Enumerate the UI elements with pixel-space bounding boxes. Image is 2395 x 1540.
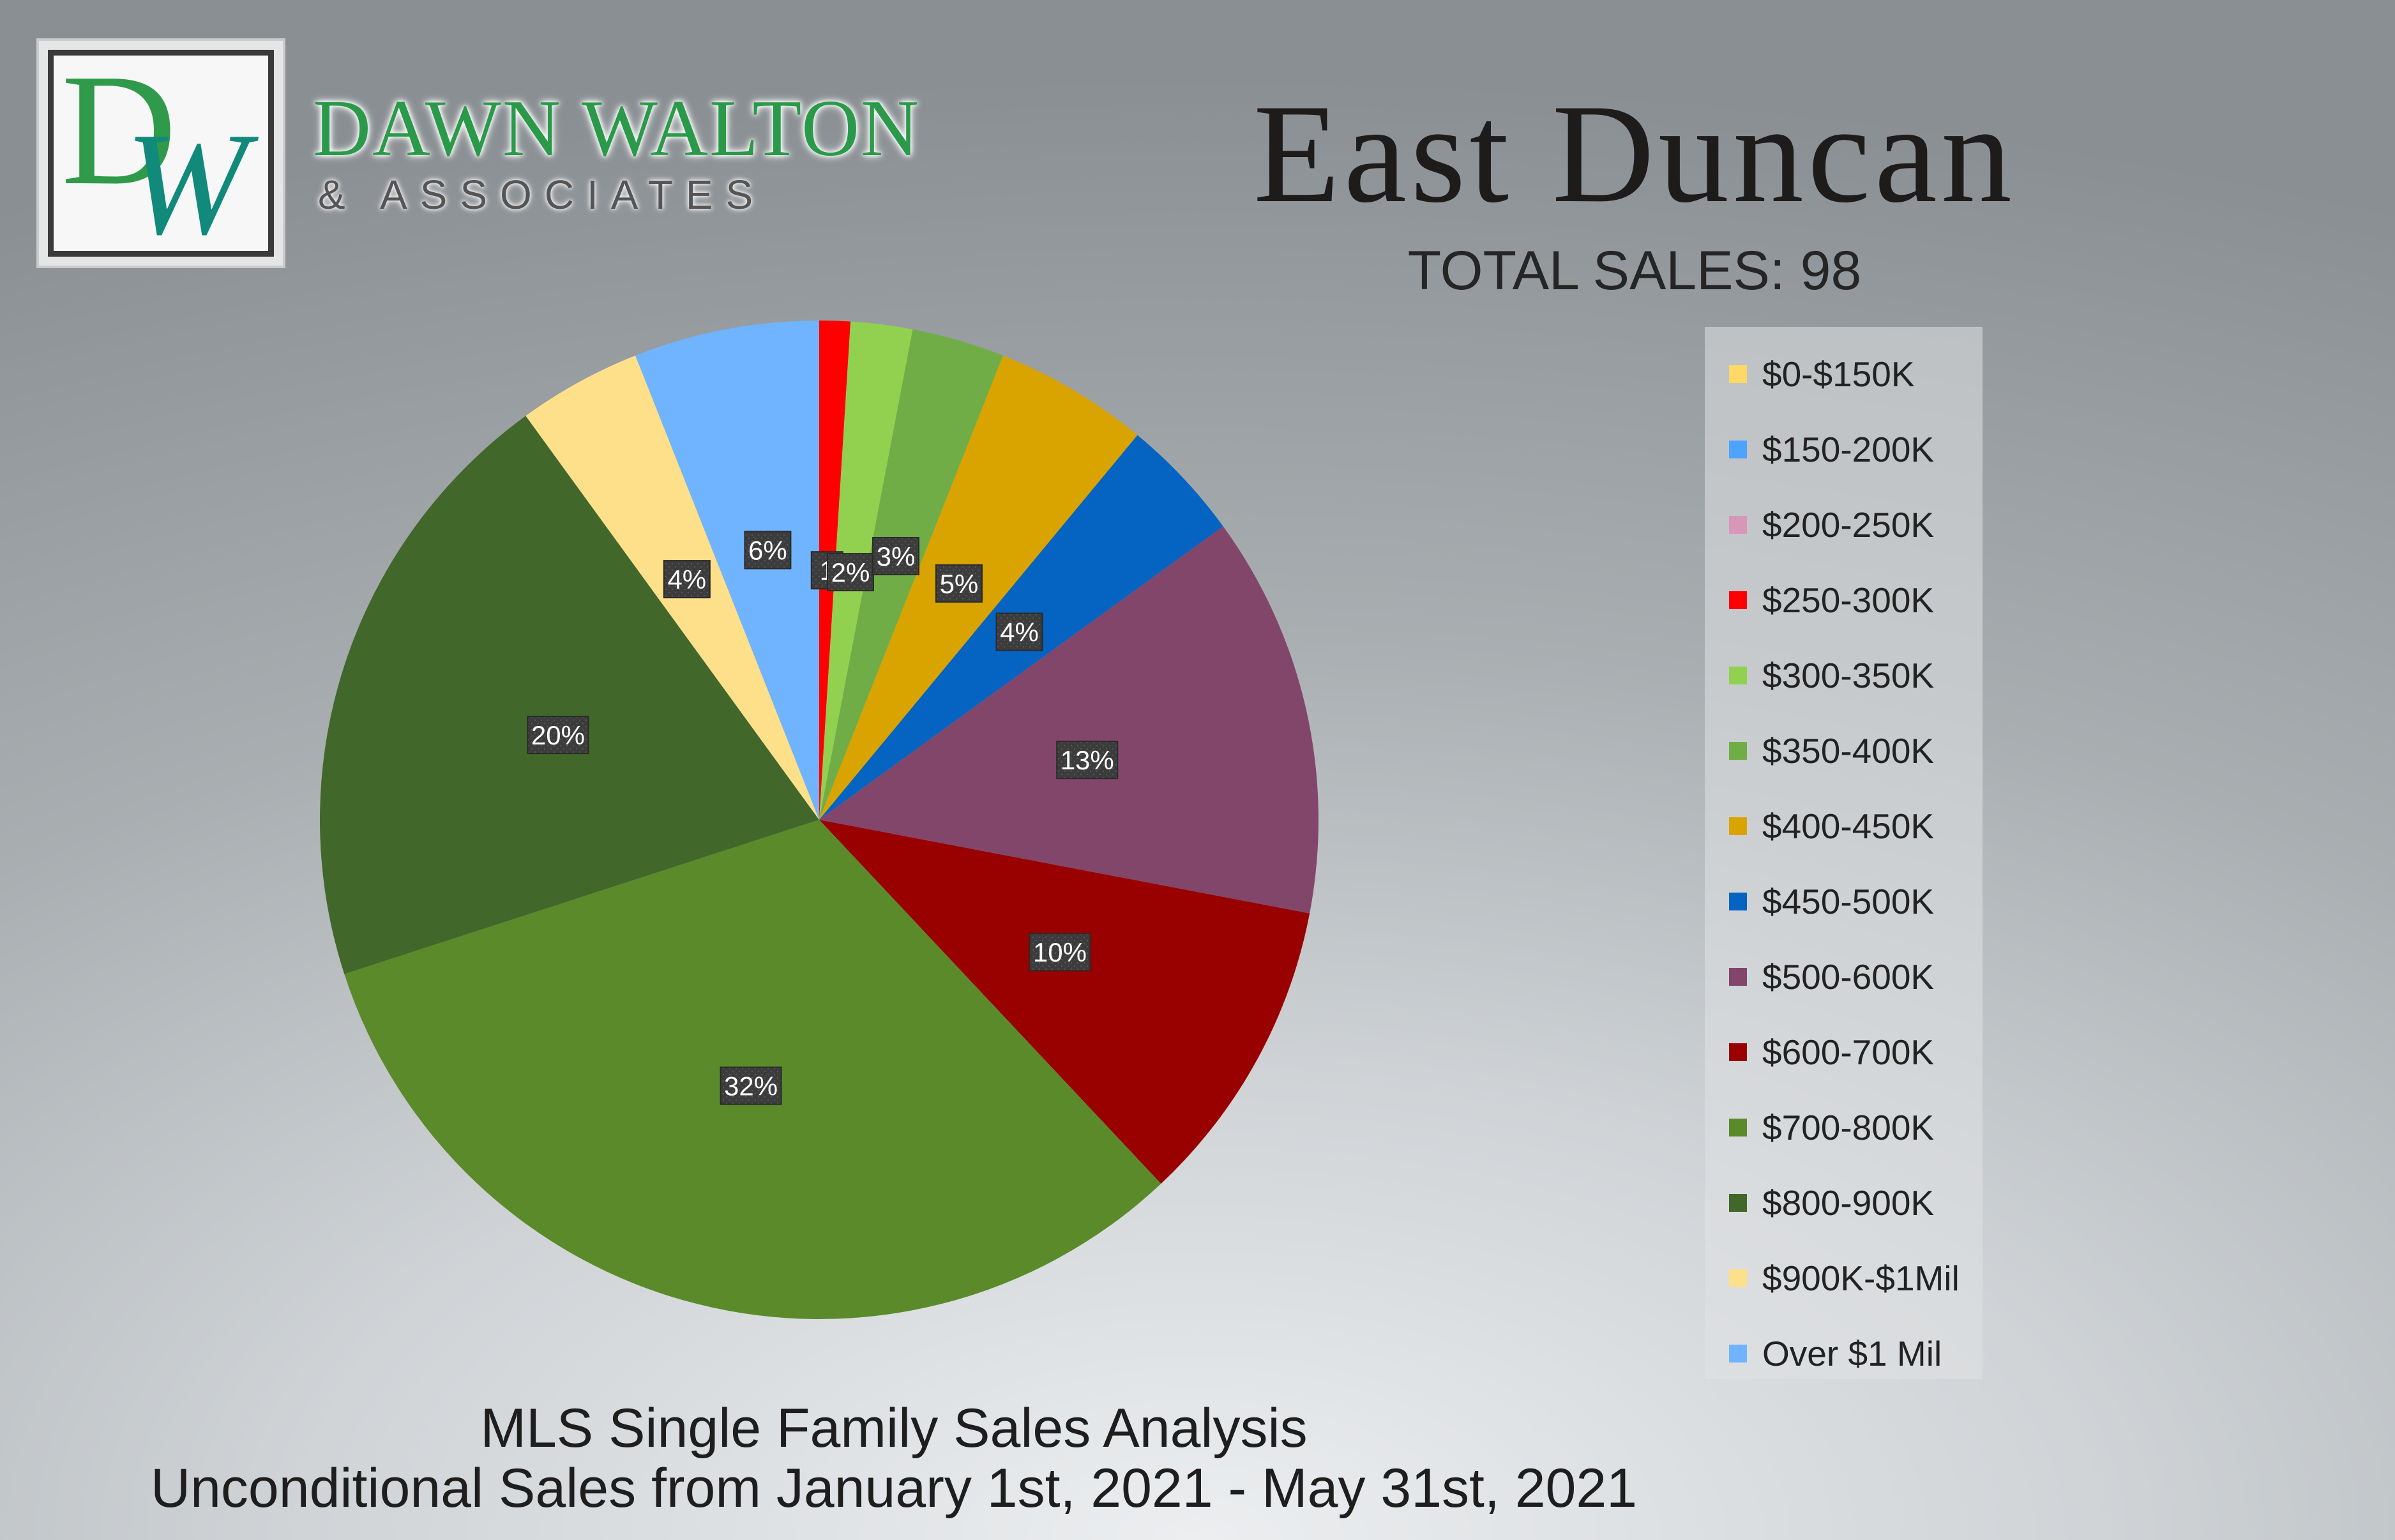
data-label-350-400k: 3% [872,536,919,575]
legend-label: $450-500K [1762,882,1935,921]
legend-swatch [1729,742,1747,760]
data-label-600-700k: 10% [1029,933,1091,972]
legend-swatch [1729,1043,1747,1061]
data-label-box [744,531,792,570]
data-label-text: 5% [940,569,979,599]
pie-slice-over-1-mil [635,321,819,820]
legend-swatch [1729,365,1747,383]
chart-subtitle: TOTAL SALES: 98 [1407,240,1862,301]
legend-swatch [1729,817,1747,835]
data-label-text: 20% [531,720,585,750]
legend-label: $500-600K [1762,957,1935,997]
data-label-500-600k: 13% [1056,741,1119,780]
logo-letter-d: D [61,42,177,218]
footer-date-range: Unconditional Sales from January 1st, 20… [150,1458,1638,1519]
data-label-text: 6% [748,536,787,566]
legend-swatch [1729,1269,1747,1287]
data-label-text: 10% [1033,937,1087,967]
data-label-box [827,553,875,592]
data-label-text: 32% [724,1071,778,1101]
legend-label: $350-400K [1762,731,1935,771]
legend-label: $200-250K [1762,505,1935,545]
logo: D W [36,38,285,268]
data-label-box [720,1066,782,1105]
legend-label: $700-800K [1762,1108,1935,1147]
pie-data-labels: 12%3%5%4%13%10%32%20%4%6% [527,531,1119,1105]
legend-label: $600-700K [1762,1032,1935,1072]
pie-slice-800-900k [320,416,819,974]
chart-legend: $0-$150K $150-200K $200-250K $250-300K $300-… [1705,327,1983,1379]
data-label-400-450k: 5% [935,564,983,603]
data-label-text: 4% [1000,617,1039,647]
data-label-box [935,564,983,603]
legend-label: $800-900K [1762,1183,1935,1223]
legend-label: $250-300K [1762,580,1935,620]
data-label-300-350k: 2% [827,553,875,592]
pie-slice-600-700k [819,820,1310,1184]
legend-label: $400-450K [1762,806,1935,846]
data-label-box [1056,741,1119,780]
legend-swatch [1729,441,1747,458]
footer-title: MLS Single Family Sales Analysis [480,1398,1308,1459]
legend-label: $150-200K [1762,430,1935,469]
brand-name: DAWN WALTON [313,84,921,173]
data-label-box [527,716,589,755]
data-label-450-500k: 4% [995,612,1043,651]
legend-swatch [1729,1194,1747,1212]
legend-swatch [1729,968,1747,986]
data-label-text: 3% [877,541,916,571]
legend-swatch [1729,591,1747,609]
data-label-text: 4% [667,564,706,594]
data-label-box [663,560,711,599]
legend-label: Over $1 Mil [1762,1334,1942,1373]
data-label-box [872,536,919,575]
data-label-box [995,612,1043,651]
data-label-over-1-mil: 6% [744,531,792,570]
legend-swatch [1729,1119,1747,1136]
legend-swatch [1729,516,1747,534]
legend-label: $300-350K [1762,656,1935,695]
pie-slices [320,321,1318,1319]
pie-slice-500-600k [819,526,1318,914]
legend-swatch [1729,667,1747,684]
legend-label: $900K-$1Mil [1762,1258,1960,1298]
data-label-text: 13% [1061,745,1114,775]
legend-swatch [1729,1345,1747,1363]
legend-label: $0-$150K [1762,354,1915,394]
logo-letter-w: W [125,102,248,265]
data-label-box [1029,933,1091,972]
logo-frame: D W [48,50,274,257]
data-label-700-800k: 32% [720,1066,782,1105]
data-label-900k-1mil: 4% [663,560,711,599]
data-label-800-900k: 20% [527,716,589,755]
data-label-text: 2% [831,557,870,587]
brand-subname: & ASSOCIATES [318,172,766,218]
chart-title: East Duncan [1253,75,2016,232]
legend-swatch [1729,893,1747,910]
